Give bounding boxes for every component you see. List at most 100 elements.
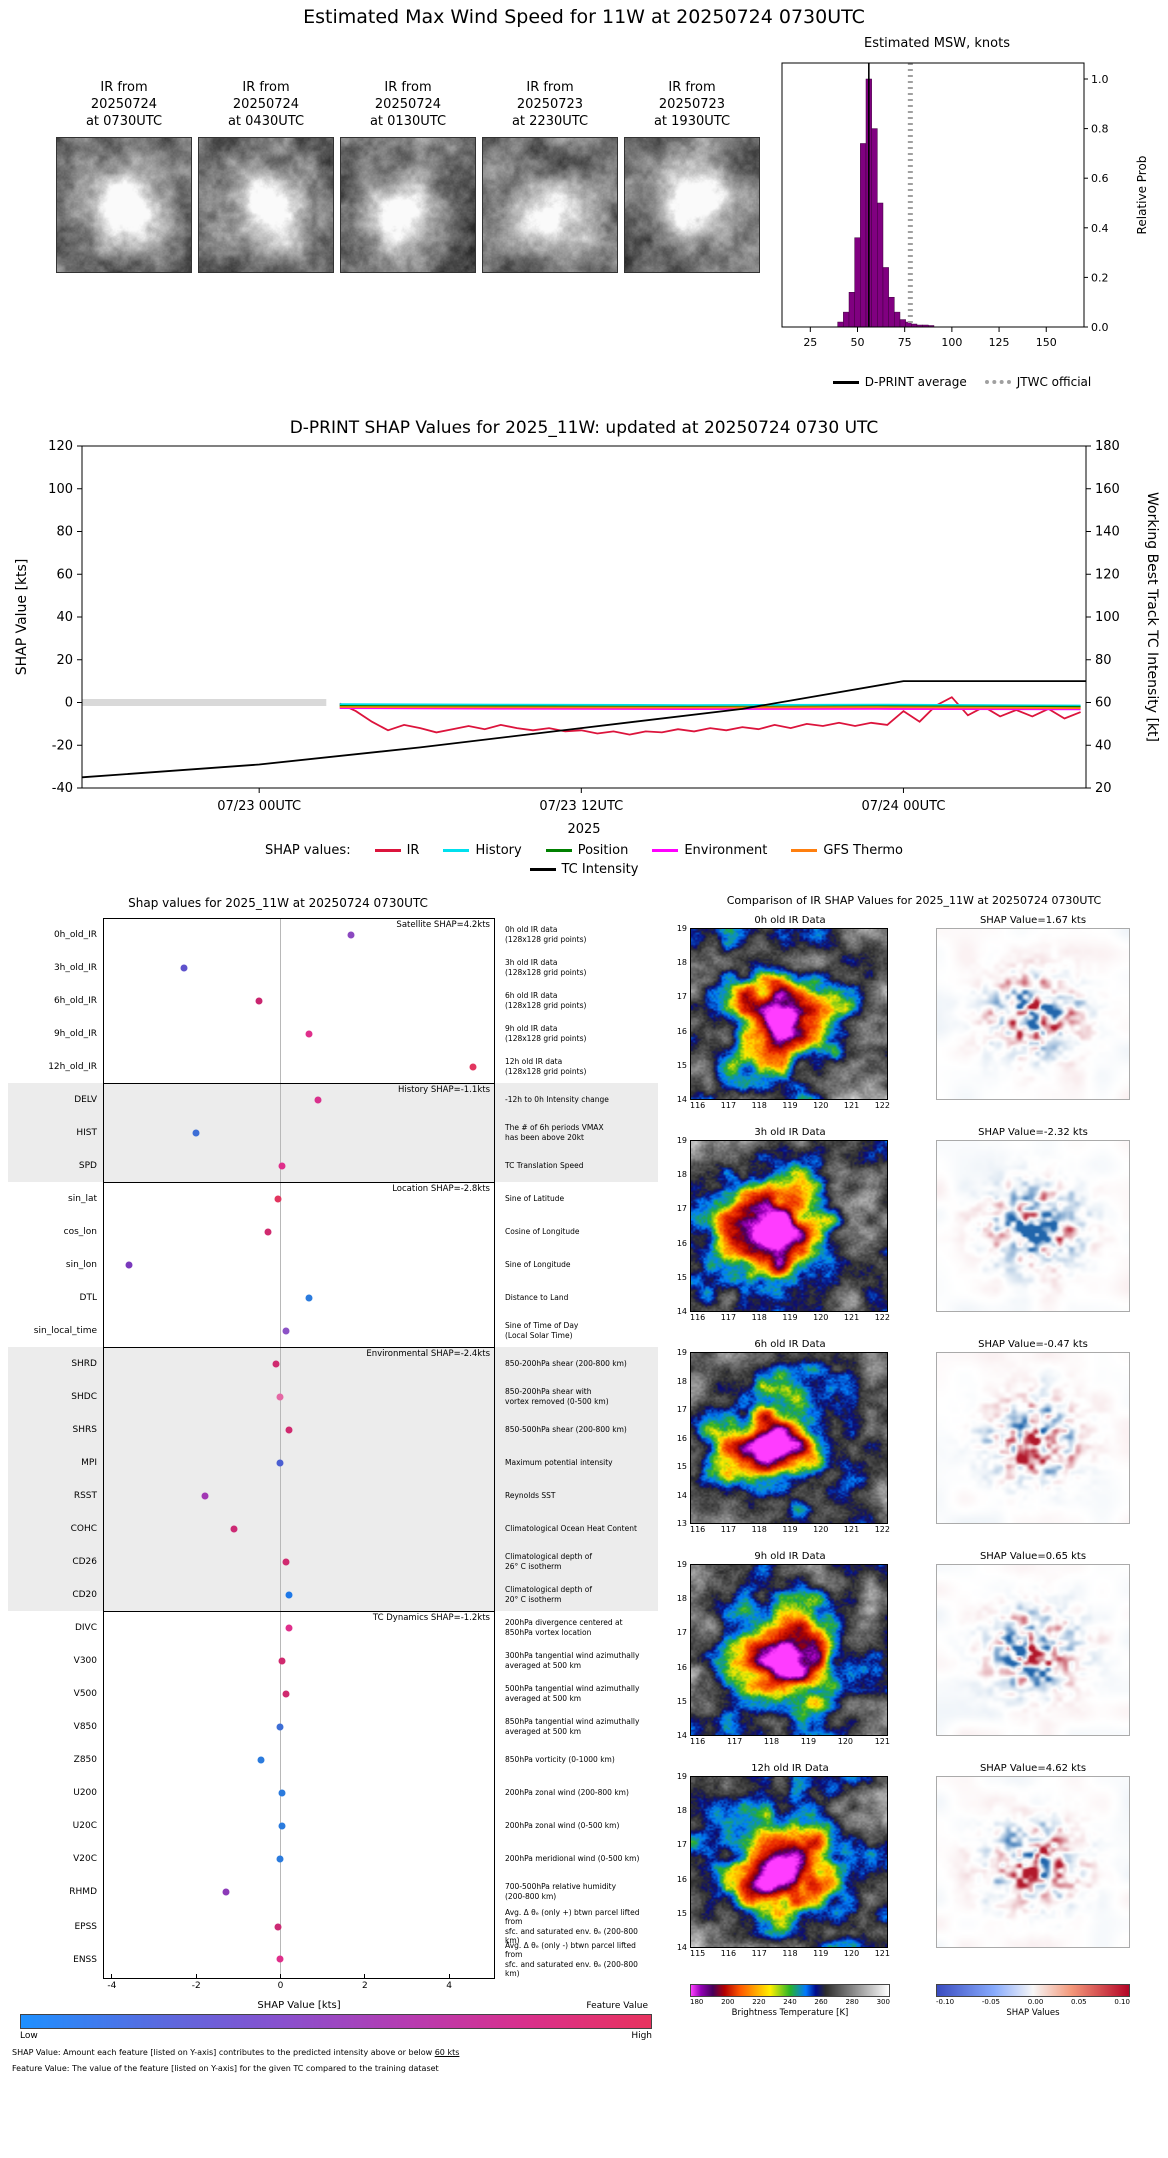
- feature-strip: [103, 1248, 495, 1281]
- desc-line: -12h to 0h Intensity change: [505, 1094, 609, 1104]
- shap-heatmap: [936, 1140, 1130, 1312]
- feature-strip: Environmental SHAP=-2.4kts: [103, 1347, 495, 1380]
- legend-label: History: [475, 843, 522, 858]
- shap-dot: [180, 964, 188, 971]
- shap-heatmap: [936, 1564, 1130, 1736]
- legend-row-2: TC Intensity: [0, 862, 1168, 877]
- feature-name: 6h_old_IR: [53, 995, 97, 1006]
- axis-text: 120: [48, 439, 73, 454]
- feature-desc: 200hPa zonal wind (200-800 km): [495, 1788, 653, 1797]
- group-shap-label: TC Dynamics SHAP=-1.2kts: [372, 1613, 490, 1623]
- feature-name: U20C: [72, 1820, 97, 1831]
- desc-line: sfc. and saturated env. θₑ (200-800 km): [505, 1926, 638, 1946]
- series-history: [339, 703, 1081, 707]
- comparison-row: 12h old IR Data 19 18 17 16 15 14 115 116 117 118 1…: [677, 1763, 1168, 1958]
- ir-heatmap: [690, 928, 888, 1100]
- feature-name: 3h_old_IR: [53, 962, 97, 973]
- shap-dot: [278, 1822, 286, 1829]
- feature-name: 0h_old_IR: [53, 929, 97, 940]
- ir-thumbnail-label: IR from 20250724 at 0130UTC: [340, 80, 476, 137]
- zero-band: [82, 699, 327, 706]
- legend-item: GFS Thermo: [791, 843, 903, 858]
- feature-desc: 300hPa tangential wind azimuthally averag…: [495, 1651, 653, 1670]
- legend-title: SHAP values:: [265, 843, 351, 858]
- feature-name: COHC: [70, 1523, 97, 1534]
- desc-line: (Local Solar Time): [505, 1330, 573, 1340]
- desc-line: (128x128 grid points): [505, 967, 587, 977]
- axis-text: 25: [803, 336, 817, 349]
- ir-thumbnail-strip: IR from 20250724 at 0730UTC IR from 20250724…: [56, 80, 760, 273]
- feature-value-footnote: Feature Value: The value of the feature …: [12, 2064, 439, 2073]
- zero-line: [280, 1248, 282, 1281]
- series-tc-intensity: [81, 680, 1086, 779]
- zero-line: [280, 1314, 282, 1347]
- ir-satellite-image: [482, 137, 618, 273]
- zero-line: [280, 1413, 282, 1446]
- label-line: at 0430UTC: [227, 113, 305, 129]
- bt-colorbar-block: 180 200 220 240 260 280 300 Brightness Tempera…: [690, 1984, 890, 2018]
- feature-row: COHC Climatological Ocean Heat Content: [8, 1512, 658, 1545]
- axis-text: Relative Prob: [1135, 156, 1149, 235]
- feature-row: RHMD 700-500hPa relative humidity (200-800…: [8, 1875, 658, 1908]
- feature-plot-footer-row: SHAP Value [kts] Feature Value: [8, 2000, 658, 2011]
- shap-dot: [257, 1756, 265, 1763]
- x-tick-label: 121: [843, 1313, 860, 1322]
- axis-text: 140: [1095, 525, 1120, 540]
- label-line: 20250724: [374, 96, 442, 112]
- x-axis-ticks: 116 117 118 119 120 121: [690, 1737, 890, 1746]
- feature-strip: [103, 1644, 495, 1677]
- line-swatch: [791, 849, 818, 852]
- ir-thumbnail-label: IR from 20250724 at 0730UTC: [56, 80, 192, 137]
- feature-name: SHRD: [71, 1358, 97, 1369]
- x-tick-label: 116: [690, 1525, 706, 1534]
- x-axis-ticks: 116 117 118 119 120 121 122: [690, 1313, 890, 1322]
- x-axis-ticks: 116 117 118 119 120 121 122: [690, 1101, 890, 1110]
- feature-colorbar-title: Feature Value: [586, 2001, 648, 2011]
- feature-desc: 850-200hPa shear with vortex removed (0-5…: [495, 1387, 653, 1406]
- feature-row: U200 200hPa zonal wind (200-800 km): [8, 1776, 658, 1809]
- label-line: at 0730UTC: [85, 113, 163, 129]
- feature-desc: TC Translation Speed: [495, 1161, 653, 1170]
- x-tick-label: 120: [813, 1313, 829, 1322]
- feature-row: SHDC 850-200hPa shear with vortex removed …: [8, 1380, 658, 1413]
- x-tick-label: 120: [843, 1949, 860, 1958]
- x-axis-ticks: 115 116 117 118 119 120 121: [690, 1949, 890, 1958]
- comparison-row: 9h old IR Data 19 18 17 16 15 14 116 117 118 119 12…: [677, 1551, 1168, 1746]
- colorbar-low-label: Low: [20, 2031, 38, 2041]
- desc-line: Sine of Longitude: [505, 1259, 571, 1269]
- axis-text: 80: [56, 525, 73, 540]
- shap-dot: [230, 1525, 238, 1532]
- zero-line: [280, 1875, 282, 1908]
- y-tick-label: 18: [676, 1170, 687, 1180]
- label-line: 20250723: [516, 96, 584, 112]
- shap-dot: [192, 1129, 200, 1136]
- feature-desc: Maximum potential intensity: [495, 1458, 653, 1467]
- ir-thumbnail: IR from 20250723 at 2230UTC: [482, 80, 618, 273]
- feature-strip: [103, 1314, 495, 1347]
- feature-row: 3h_old_IR 3h old IR data (128x128 grid poi…: [8, 951, 658, 984]
- desc-line: Sine of Time of Day: [505, 1321, 579, 1331]
- feature-strip: Satellite SHAP=4.2kts: [103, 918, 495, 951]
- feature-row: V300 300hPa tangential wind azimuthally av…: [8, 1644, 658, 1677]
- axis-tick-label: 0: [277, 1981, 284, 1991]
- legend-row-1: SHAP values: IR History Position Environment…: [0, 843, 1168, 858]
- feature-name: DTL: [79, 1292, 97, 1303]
- feature-strip: [103, 1677, 495, 1710]
- feature-row: ENSS Avg. Δ θₑ (only -) btwn parcel lifte…: [8, 1941, 658, 1979]
- feature-shap-panel: Shap values for 2025_11W at 20250724 073…: [8, 896, 658, 2073]
- axis-text: 125: [989, 336, 1010, 349]
- shap-dot: [255, 997, 263, 1004]
- zero-line: [280, 1215, 282, 1248]
- feature-desc: 0h old IR data (128x128 grid points): [495, 925, 653, 944]
- shap-dot: [285, 1426, 293, 1433]
- shap-heatmap: [936, 928, 1130, 1100]
- x-tick-label: 117: [751, 1949, 767, 1958]
- bt-tick-label: 240: [783, 1998, 797, 2006]
- ir-data-title: 9h old IR Data: [754, 1551, 826, 1562]
- feature-strip: [103, 1809, 495, 1842]
- feature-desc: 200hPa zonal wind (0-500 km): [495, 1821, 653, 1830]
- feature-strip: [103, 1776, 495, 1809]
- feature-name: V850: [73, 1721, 97, 1732]
- bt-tick-label: 200: [721, 1998, 735, 2006]
- line-swatch: [652, 849, 679, 852]
